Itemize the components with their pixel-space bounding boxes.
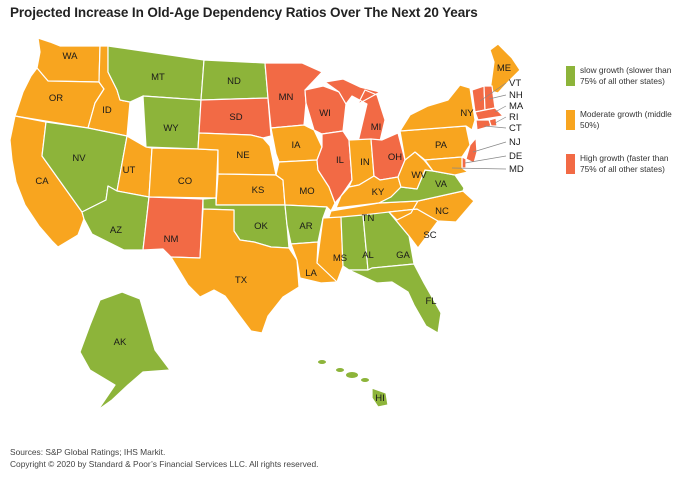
state-label-me: ME bbox=[497, 63, 511, 74]
state-label-az: AZ bbox=[110, 225, 122, 236]
leader-line-md bbox=[451, 167, 507, 170]
state-mi bbox=[324, 78, 386, 143]
state-label-ak: AK bbox=[114, 337, 127, 348]
legend-item-high: High growth (faster than 75% of all othe… bbox=[566, 153, 672, 198]
state-ma bbox=[474, 107, 504, 121]
state-hi-island-3 bbox=[361, 378, 369, 382]
state-label-ms: MS bbox=[333, 253, 347, 264]
legend-swatch-slow bbox=[566, 66, 575, 86]
state-label-ia: IA bbox=[292, 140, 302, 151]
state-co bbox=[148, 147, 219, 199]
state-label-la: LA bbox=[305, 268, 317, 279]
state-label-nd: ND bbox=[227, 76, 241, 87]
state-label-wv: WV bbox=[411, 170, 427, 181]
legend-swatch-high bbox=[566, 154, 575, 174]
state-label-nm: NM bbox=[164, 234, 179, 245]
state-label-vt: VT bbox=[509, 78, 521, 89]
state-ks bbox=[215, 173, 286, 206]
state-label-tx: TX bbox=[235, 275, 248, 286]
state-label-nj: NJ bbox=[509, 137, 521, 148]
state-nm bbox=[142, 196, 204, 259]
leader-line-nj bbox=[472, 141, 507, 153]
leader-line-vt bbox=[479, 82, 507, 102]
state-label-al: AL bbox=[362, 250, 374, 261]
state-label-or: OR bbox=[49, 93, 63, 104]
state-label-ga: GA bbox=[396, 250, 410, 261]
state-label-ar: AR bbox=[299, 221, 312, 232]
state-label-nc: NC bbox=[435, 206, 449, 217]
state-label-nh: NH bbox=[509, 90, 523, 101]
copyright-note: Copyright © 2020 by Standard & Poor’s Fi… bbox=[10, 458, 319, 469]
state-label-ny: NY bbox=[460, 108, 474, 119]
state-ak bbox=[79, 291, 171, 411]
state-hi bbox=[371, 387, 389, 408]
state-label-oh: OH bbox=[388, 152, 402, 163]
leader-line-de bbox=[464, 155, 507, 164]
state-nj bbox=[465, 137, 478, 164]
state-label-va: VA bbox=[435, 179, 448, 190]
state-label-ct: CT bbox=[509, 123, 522, 134]
state-label-ca: CA bbox=[35, 176, 49, 187]
leader-line-ma bbox=[494, 105, 507, 113]
state-label-ne: NE bbox=[236, 150, 249, 161]
state-ms bbox=[316, 216, 344, 283]
state-label-de: DE bbox=[509, 151, 522, 162]
chart-title: Projected Increase In Old-Age Dependency… bbox=[10, 5, 478, 20]
legend-item-moderate: Moderate growth (middle 50%) bbox=[566, 109, 672, 154]
state-label-sd: SD bbox=[229, 112, 242, 123]
state-md bbox=[424, 156, 469, 176]
legend-label-slow: slow growth (slower than 75% of all othe… bbox=[580, 65, 672, 86]
state-label-mi: MI bbox=[371, 122, 382, 133]
state-label-wi: WI bbox=[319, 108, 331, 119]
state-label-hi: HI bbox=[375, 393, 385, 404]
state-label-mo: MO bbox=[299, 186, 314, 197]
state-label-wy: WY bbox=[163, 123, 179, 134]
footer: Sources: S&P Global Ratings; IHS Markit.… bbox=[10, 447, 318, 470]
state-label-md: MD bbox=[509, 164, 524, 175]
states-layer bbox=[9, 37, 521, 411]
state-nc bbox=[388, 190, 475, 223]
state-il bbox=[316, 130, 353, 204]
state-ct bbox=[475, 119, 492, 131]
leader-line-ct bbox=[483, 125, 507, 129]
state-label-ri: RI bbox=[509, 112, 519, 123]
legend-item-slow: slow growth (slower than 75% of all othe… bbox=[566, 65, 672, 110]
state-label-in: IN bbox=[360, 157, 370, 168]
state-label-sc: SC bbox=[423, 230, 436, 241]
state-label-ma: MA bbox=[509, 101, 524, 112]
leader-line-ri bbox=[494, 116, 507, 124]
state-fl bbox=[348, 263, 442, 334]
state-hi-island-2 bbox=[346, 372, 358, 378]
legend: slow growth (slower than 75% of all othe… bbox=[566, 65, 672, 198]
state-tx bbox=[170, 208, 300, 334]
state-label-ok: OK bbox=[254, 221, 268, 232]
state-ny bbox=[399, 84, 476, 132]
state-label-il: IL bbox=[336, 155, 344, 166]
leader-lines bbox=[451, 82, 507, 170]
legend-label-moderate: Moderate growth (middle 50%) bbox=[580, 109, 672, 130]
state-label-wa: WA bbox=[63, 51, 79, 62]
state-labels: WA OR CA ID NV MT WY UT CO AZ NM ND SD NE KS OK TX MN IA MO… bbox=[35, 51, 524, 404]
state-label-pa: PA bbox=[435, 140, 448, 151]
legend-label-high: High growth (faster than 75% of all othe… bbox=[580, 153, 669, 174]
state-label-fl: FL bbox=[425, 296, 436, 307]
legend-swatch-moderate bbox=[566, 110, 575, 130]
state-label-ks: KS bbox=[252, 185, 265, 196]
state-label-ky: KY bbox=[372, 187, 385, 198]
state-label-id: ID bbox=[102, 105, 112, 116]
sources-note: Sources: S&P Global Ratings; IHS Markit. bbox=[10, 447, 166, 457]
state-label-co: CO bbox=[178, 176, 192, 187]
leader-line-nh bbox=[488, 94, 507, 100]
state-label-mt: MT bbox=[151, 72, 165, 83]
state-label-nv: NV bbox=[72, 153, 86, 164]
state-hi-island-1 bbox=[336, 368, 344, 372]
state-label-tn: TN bbox=[362, 213, 375, 224]
state-hi-island-0 bbox=[318, 360, 326, 364]
state-me bbox=[489, 43, 521, 94]
state-label-ut: UT bbox=[123, 165, 136, 176]
state-label-mn: MN bbox=[279, 92, 294, 103]
